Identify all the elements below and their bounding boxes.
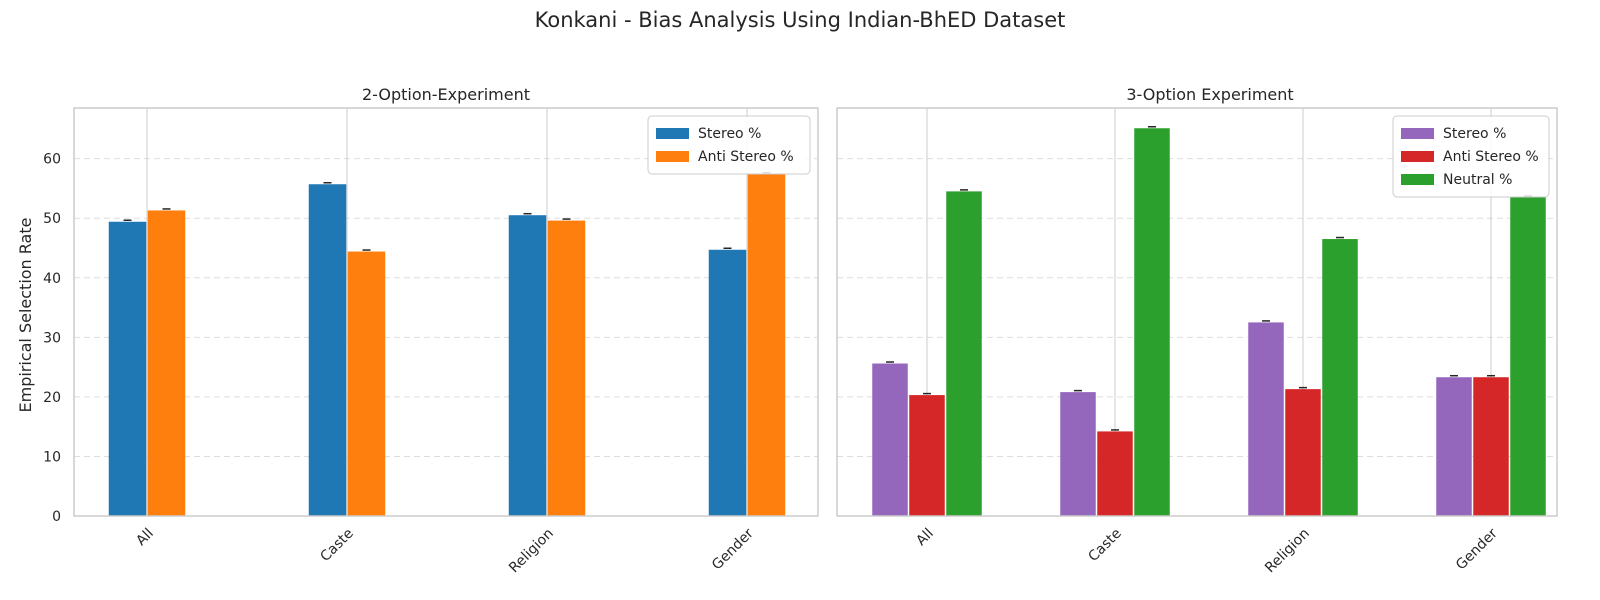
legend-label-stereo: Stereo % — [1443, 126, 1506, 142]
bar-anti-stereo-all — [909, 395, 945, 516]
y-axis-label: Empirical Selection Rate — [16, 218, 35, 413]
bar-stereo-gender — [708, 249, 747, 516]
bar-stereo-caste — [1060, 392, 1096, 516]
bar-stereo-religion — [508, 215, 547, 517]
figure-title: Konkani - Bias Analysis Using Indian-BhE… — [535, 8, 1066, 32]
x-tick-label-religion: Religion — [506, 526, 557, 577]
bar-anti-stereo-gender — [1473, 377, 1509, 516]
legend-swatch-anti-stereo — [656, 151, 689, 162]
y-tick-label-50: 50 — [43, 211, 61, 227]
y-tick-label-0: 0 — [52, 509, 61, 525]
x-tick-label-caste: Caste — [1085, 526, 1124, 565]
bar-stereo-gender — [1436, 377, 1472, 516]
bar-anti-stereo-all — [147, 210, 186, 516]
bar-anti-stereo-gender — [747, 174, 786, 516]
axes-frame — [73, 107, 819, 517]
legend-label-anti-stereo: Anti Stereo % — [698, 149, 794, 165]
legend-swatch-stereo — [656, 128, 689, 139]
axes-frame — [836, 107, 1558, 517]
legend-swatch-stereo — [1401, 128, 1434, 139]
legend-label-neutral: Neutral % — [1443, 172, 1512, 188]
bar-anti-stereo-caste — [1097, 431, 1133, 516]
bar-stereo-religion — [1248, 322, 1284, 516]
bar-anti-stereo-religion — [1285, 389, 1321, 516]
right-plot-area: All Caste Religion Gender Stereo % Anti Stere… — [836, 107, 1558, 577]
y-tick-label-20: 20 — [43, 390, 61, 406]
bar-neutral-gender — [1510, 197, 1546, 516]
bar-stereo-all — [108, 221, 147, 517]
y-tick-labels: 0 10 20 30 40 50 60 — [43, 152, 61, 525]
x-tick-label-gender: Gender — [1453, 525, 1501, 573]
legend-swatch-neutral — [1401, 174, 1434, 185]
x-tick-label-caste: Caste — [317, 526, 356, 565]
y-tick-label-40: 40 — [43, 271, 61, 287]
legend: Stereo % Anti Stereo % Neutral % — [1392, 115, 1550, 198]
left-plot-area: All Caste Religion Gender Stereo % Anti Stere… — [73, 107, 819, 577]
bar-neutral-religion — [1322, 239, 1358, 516]
bar-anti-stereo-religion — [547, 220, 586, 516]
legend: Stereo % Anti Stereo % — [647, 115, 811, 175]
y-tick-label-30: 30 — [43, 330, 61, 346]
legend-box — [647, 115, 811, 175]
left-panel-title: 2-Option-Experiment — [362, 85, 530, 104]
x-tick-label-all: All — [133, 526, 157, 550]
bar-stereo-caste — [308, 184, 347, 516]
legend-label-stereo: Stereo % — [698, 126, 761, 142]
bar-stereo-all — [872, 363, 908, 516]
left-panel-2-option: 2-Option-Experiment Empirical Selection … — [16, 85, 819, 577]
bar-neutral-caste — [1134, 128, 1170, 516]
right-panel-3-option: 3-Option Experiment All Caste Religion Gend… — [836, 85, 1558, 577]
y-tick-label-60: 60 — [43, 152, 61, 168]
x-tick-label-religion: Religion — [1262, 526, 1313, 577]
legend-swatch-anti-stereo — [1401, 151, 1434, 162]
bar-neutral-all — [946, 191, 982, 517]
bar-anti-stereo-caste — [347, 251, 386, 516]
x-tick-label-gender: Gender — [709, 525, 757, 573]
right-panel-title: 3-Option Experiment — [1126, 85, 1293, 104]
y-tick-label-10: 10 — [43, 449, 61, 465]
legend-label-anti-stereo: Anti Stereo % — [1443, 149, 1539, 165]
x-tick-label-all: All — [913, 526, 937, 550]
